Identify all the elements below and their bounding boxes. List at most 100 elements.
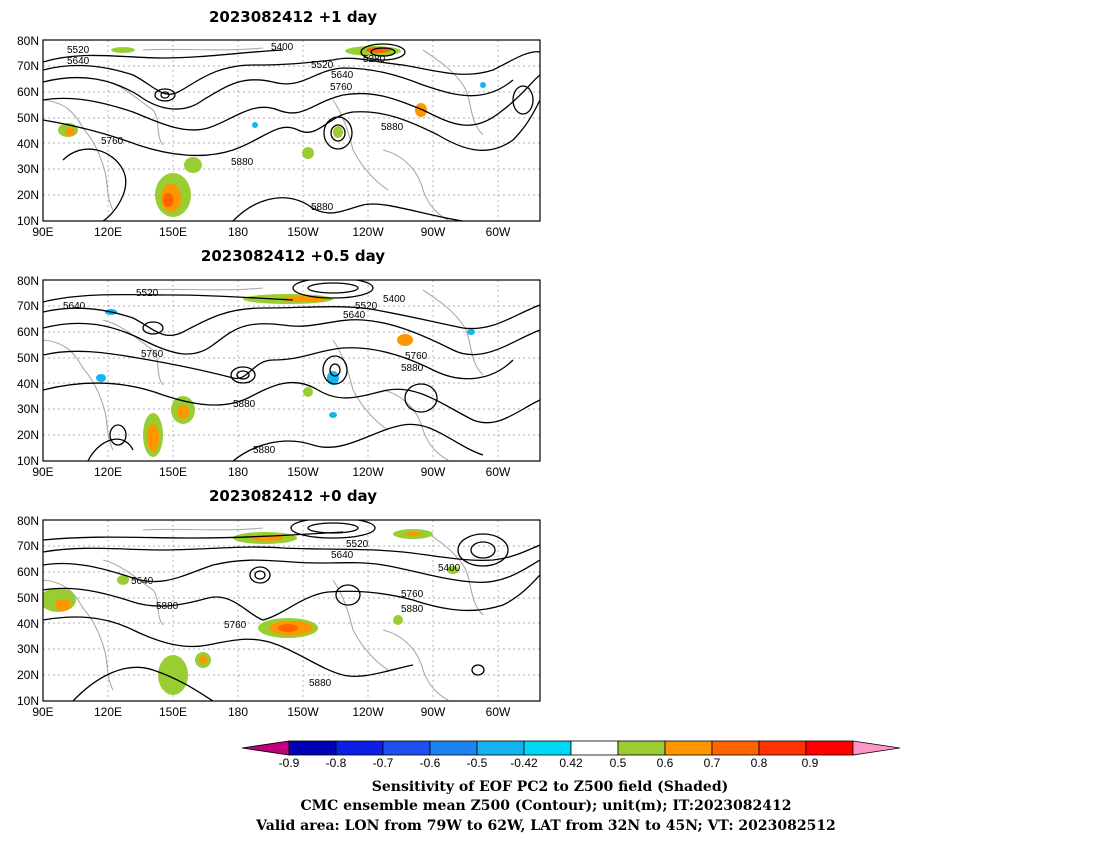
contour-label: 5640 bbox=[67, 56, 90, 67]
lat-tick: 10N bbox=[17, 454, 39, 468]
panel-1-shading bbox=[58, 46, 486, 217]
contour-label: 5520 bbox=[136, 288, 159, 299]
colorbar-label: -0.42 bbox=[510, 756, 538, 770]
colorbar-label: -0.8 bbox=[326, 756, 347, 770]
lat-tick: 30N bbox=[17, 402, 39, 416]
lat-tick: 40N bbox=[17, 377, 39, 391]
lat-tick: 10N bbox=[17, 214, 39, 228]
contour-label: 5760 bbox=[224, 620, 247, 631]
contour-label: 5640 bbox=[131, 576, 154, 587]
caption-line-2: CMC ensemble mean Z500 (Contour); unit(m… bbox=[301, 798, 792, 814]
contour-label: 5640 bbox=[331, 70, 354, 81]
panel-1-contours bbox=[43, 43, 540, 221]
colorbar-label: 0.8 bbox=[751, 756, 768, 770]
contour-label: 5880 bbox=[156, 601, 179, 612]
panel-3-contours bbox=[43, 520, 540, 701]
lat-tick: 20N bbox=[17, 428, 39, 442]
caption-line-1: Sensitivity of EOF PC2 to Z500 field (Sh… bbox=[372, 779, 728, 795]
colorbar-label: -0.9 bbox=[279, 756, 300, 770]
contour-label: 5760 bbox=[401, 589, 424, 600]
contour-label: 5760 bbox=[141, 349, 164, 360]
lat-tick: 80N bbox=[17, 274, 39, 288]
lat-tick: 30N bbox=[17, 162, 39, 176]
colorbar-swatch bbox=[476, 740, 525, 756]
lon-tick: 90E bbox=[32, 465, 53, 479]
lat-tick: 10N bbox=[17, 694, 39, 708]
lat-tick: 60N bbox=[17, 85, 39, 99]
panel-3-lat-ticks: 80N 70N 60N 50N 40N 30N 20N 10N bbox=[17, 514, 39, 708]
lon-tick: 60W bbox=[486, 465, 511, 479]
contour-label: 5400 bbox=[438, 563, 461, 574]
lon-tick: 90W bbox=[421, 465, 446, 479]
colorbar-label: 0.7 bbox=[704, 756, 721, 770]
colorbar-label: 0.6 bbox=[657, 756, 674, 770]
colorbar-swatch bbox=[570, 740, 619, 756]
panel-1-lat-ticks: 80N 70N 60N 50N 40N 30N 20N 10N bbox=[17, 34, 39, 228]
contour-label: 5880 bbox=[401, 604, 424, 615]
panel-2-lat-ticks: 80N 70N 60N 50N 40N 30N 20N 10N bbox=[17, 274, 39, 468]
colorbar-label: 0.5 bbox=[610, 756, 627, 770]
colorbar-swatch bbox=[664, 740, 713, 756]
lon-tick: 120W bbox=[352, 225, 384, 239]
contour-label: 5880 bbox=[311, 202, 334, 213]
colorbar-swatch bbox=[758, 740, 807, 756]
lon-tick: 90E bbox=[32, 225, 53, 239]
panel-1-coastlines bbox=[43, 47, 484, 221]
colorbar-swatch bbox=[382, 740, 431, 756]
colorbar-label: 0.9 bbox=[802, 756, 819, 770]
lat-tick: 70N bbox=[17, 539, 39, 553]
lat-tick: 60N bbox=[17, 565, 39, 579]
colorbar-swatch bbox=[288, 740, 337, 756]
lat-tick: 50N bbox=[17, 351, 39, 365]
contour-label: 5760 bbox=[101, 136, 124, 147]
panel-1: 2023082412 +1 day bbox=[17, 8, 541, 239]
lon-tick: 60W bbox=[486, 225, 511, 239]
panel-3-coastlines bbox=[43, 527, 484, 701]
lon-tick: 120E bbox=[94, 465, 122, 479]
colorbar-label: 0.42 bbox=[559, 756, 583, 770]
captions: Sensitivity of EOF PC2 to Z500 field (Sh… bbox=[255, 779, 836, 834]
panel-2-map bbox=[43, 280, 540, 461]
colorbar: -0.9 -0.8 -0.7 -0.6 -0.5 -0.42 0.42 0.5 … bbox=[241, 740, 901, 770]
panel-3-title: 2023082412 +0 day bbox=[209, 487, 377, 505]
lon-tick: 150E bbox=[159, 465, 187, 479]
colorbar-swatch bbox=[805, 740, 854, 756]
colorbar-boxes bbox=[241, 740, 901, 756]
contour-label: 5520 bbox=[355, 301, 378, 312]
colorbar-labels: -0.9 -0.8 -0.7 -0.6 -0.5 -0.42 0.42 0.5 … bbox=[279, 756, 819, 770]
colorbar-swatch bbox=[852, 740, 901, 756]
lat-tick: 30N bbox=[17, 642, 39, 656]
lon-tick: 180 bbox=[228, 705, 248, 719]
panel-3-map bbox=[43, 520, 540, 701]
contour-label: 5880 bbox=[233, 399, 256, 410]
lon-tick: 150E bbox=[159, 705, 187, 719]
panel-3-contour-labels: 5520 5640 5400 5640 5880 5760 5880 5760 … bbox=[131, 539, 461, 689]
lat-tick: 50N bbox=[17, 591, 39, 605]
contour-label: 5880 bbox=[401, 363, 424, 374]
lon-tick: 90E bbox=[32, 705, 53, 719]
contour-label: 5520 bbox=[311, 60, 334, 71]
colorbar-swatch bbox=[429, 740, 478, 756]
contour-label: 5640 bbox=[63, 301, 86, 312]
contour-label: 5400 bbox=[271, 42, 294, 53]
colorbar-swatch bbox=[711, 740, 760, 756]
colorbar-swatch bbox=[335, 740, 384, 756]
contour-label: 5520 bbox=[346, 539, 369, 550]
lat-tick: 60N bbox=[17, 325, 39, 339]
lat-tick: 80N bbox=[17, 514, 39, 528]
lon-tick: 150W bbox=[287, 465, 319, 479]
contour-label: 5880 bbox=[231, 157, 254, 168]
lon-tick: 150W bbox=[287, 225, 319, 239]
contour-label: 5280 bbox=[363, 54, 386, 65]
contour-label: 5760 bbox=[330, 82, 353, 93]
contour-label: 5520 bbox=[67, 45, 90, 56]
panel-3-lon-ticks: 90E 120E 150E 180 150W 120W 90W 60W bbox=[32, 705, 511, 719]
panel-1-title: 2023082412 +1 day bbox=[209, 8, 377, 26]
caption-line-3: Valid area: LON from 79W to 62W, LAT fro… bbox=[255, 818, 836, 834]
lon-tick: 150W bbox=[287, 705, 319, 719]
lat-tick: 40N bbox=[17, 137, 39, 151]
panel-1-lon-ticks: 90E 120E 150E 180 150W 120W 90W 60W bbox=[32, 225, 511, 239]
contour-label: 5880 bbox=[309, 678, 332, 689]
contour-label: 5880 bbox=[381, 122, 404, 133]
